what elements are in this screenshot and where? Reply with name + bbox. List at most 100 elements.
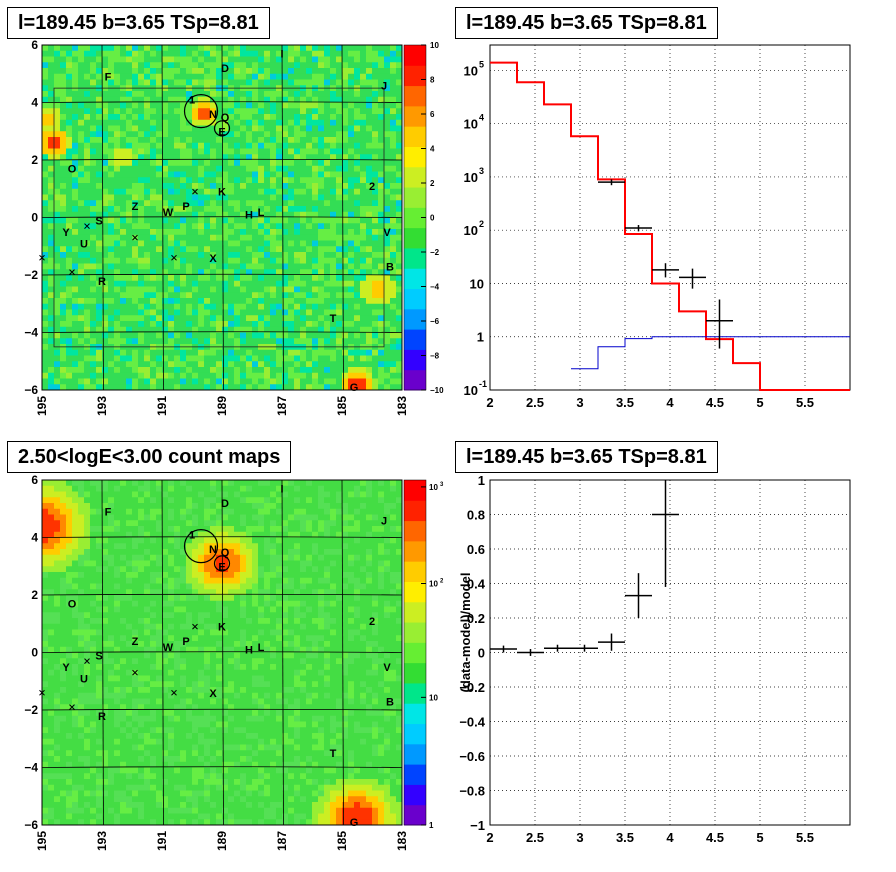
grid-line (41, 158, 403, 161)
source-label: L (258, 642, 265, 654)
x-tick-label: 3 (576, 830, 583, 845)
x-tick-label: 5 (756, 830, 763, 845)
grid-line (221, 44, 224, 391)
x-tick-label: 191 (155, 831, 169, 851)
source-label: V (383, 227, 391, 239)
model-step-line (571, 336, 850, 370)
y-tick-label: 0.4 (467, 577, 486, 592)
x-tick-label: 189 (215, 396, 229, 416)
y-tick-label: 2 (31, 153, 38, 167)
y-tick-label: 0 (31, 646, 38, 660)
source-label: B (386, 261, 394, 273)
y-tick-label: −2 (24, 268, 38, 282)
source-cross (84, 658, 90, 664)
x-tick-label: 189 (215, 831, 229, 851)
source-label: S (95, 215, 102, 227)
y-tick-exponent: 3 (479, 166, 484, 176)
model-step-line (490, 61, 850, 391)
y-axis-label: (data-model)/model (458, 573, 473, 693)
grid-line (341, 479, 344, 826)
source-label: J (381, 515, 387, 527)
y-tick-label: 4 (31, 531, 38, 545)
ratio-panel: 2 2.5 3 3.5 4 4.5 5 5.5 −1 −0.8 −0.6 −0.4 −0.2 0 0.2 0.… (458, 473, 851, 845)
y-tick-exponent: -1 (479, 379, 487, 389)
grid-line (41, 101, 403, 103)
source-cross (132, 234, 138, 241)
x-tick-label: 4 (666, 395, 674, 410)
colorbar-tick-exponent: 3 (440, 482, 444, 488)
source-label: O (68, 599, 77, 611)
colorbar-tick-exponent: 2 (440, 579, 444, 585)
source-label: Q (221, 547, 230, 559)
x-tick-label: 4 (666, 830, 674, 845)
source-label: 1 (189, 95, 195, 107)
grid-line (41, 536, 403, 538)
source-label: J (381, 80, 387, 92)
grid-line (161, 479, 164, 826)
source-label: 2 (369, 616, 375, 628)
y-tick-label: −1 (470, 818, 485, 833)
x-tick-label: 191 (155, 396, 169, 416)
source-label: P (182, 636, 189, 648)
source-label: K (218, 187, 226, 199)
source-label: W (163, 642, 174, 654)
grid-line (101, 44, 104, 391)
y-tick-label: 10 (464, 383, 478, 398)
x-tick-label: 3 (576, 395, 583, 410)
colorbar-frame (403, 479, 427, 826)
x-tick-label: 3.5 (616, 830, 634, 845)
y-tick-label: −2 (24, 703, 38, 717)
source-label: Z (132, 636, 139, 648)
grid-line (41, 708, 403, 711)
source-cross (39, 689, 45, 696)
grid-line (101, 479, 104, 826)
source-label: T (330, 748, 337, 760)
grid-line (41, 273, 403, 276)
source-circle (213, 555, 231, 572)
y-tick-label: −0.4 (459, 715, 485, 730)
y-tick-label: 0.2 (467, 611, 485, 626)
y-tick-exponent: 5 (479, 59, 484, 69)
y-tick-label: 10 (470, 276, 484, 291)
grid-line (281, 44, 284, 391)
source-label: N (209, 544, 217, 556)
x-tick-label: 183 (395, 396, 409, 416)
y-tick-label: 10 (464, 117, 478, 132)
source-label: K (218, 622, 226, 634)
y-tick-label: 4 (31, 96, 38, 110)
grid-line (41, 766, 403, 768)
source-cross (171, 689, 177, 696)
source-cross (69, 704, 75, 710)
grid-line (161, 44, 164, 391)
colorbar-tick-label: 8 (430, 76, 435, 85)
source-label: N (209, 109, 217, 121)
source-label: T (330, 313, 337, 325)
x-tick-label: 3.5 (616, 395, 634, 410)
source-label: X (209, 253, 217, 265)
source-label: L (258, 207, 265, 219)
heatmap-panel-1: 195 193 191 189 187 185 183 6 4 2 0 −2 −4 −6 F D I J 1 N QE O… (24, 38, 409, 416)
colorbar-tick-label: −2 (430, 248, 440, 257)
x-tick-label: 193 (95, 831, 109, 851)
x-tick-label: 2.5 (526, 395, 544, 410)
source-label: 2 (369, 181, 375, 193)
source-circle (183, 94, 219, 129)
source-label: D (221, 63, 229, 75)
x-tick-label: 5.5 (796, 395, 814, 410)
colorbar-tick-label: 1 (429, 821, 434, 830)
source-label: B (386, 696, 394, 708)
source-cross (69, 269, 75, 275)
x-tick-label: 4.5 (706, 395, 724, 410)
x-tick-label: 5.5 (796, 830, 814, 845)
colorbar-1: 10 8 6 4 2 0 −2 −4 −6 −8 −10 (403, 41, 444, 395)
x-tick-label: 187 (275, 831, 289, 851)
source-label: I (280, 49, 283, 61)
source-label: S (95, 650, 102, 662)
source-cross (39, 254, 45, 261)
source-label: R (98, 711, 106, 723)
source-label: R (98, 276, 106, 288)
y-tick-label: −4 (24, 326, 38, 340)
y-tick-label: 10 (464, 170, 478, 185)
